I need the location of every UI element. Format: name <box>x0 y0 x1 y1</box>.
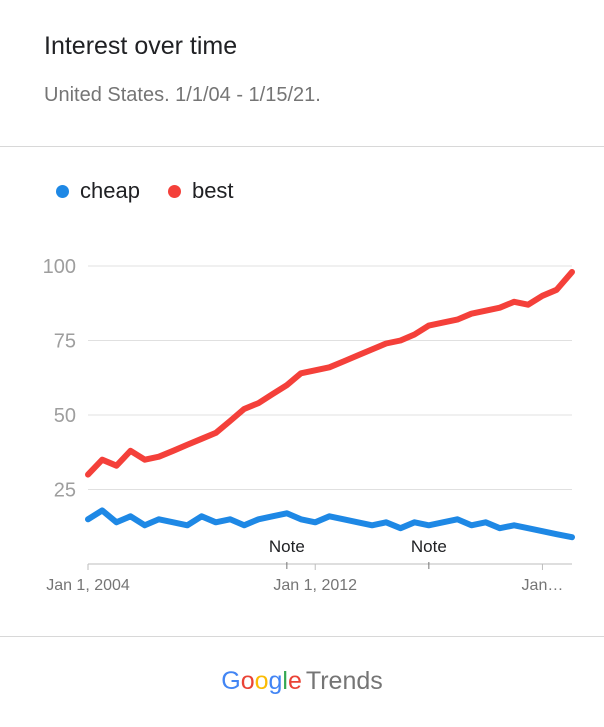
google-wordmark: Google <box>221 667 302 695</box>
point-cheap-3 <box>128 514 133 519</box>
point-cheap-18 <box>341 517 346 522</box>
point-best-3 <box>128 448 133 453</box>
point-cheap-0 <box>85 517 91 522</box>
legend-label-best: best <box>191 178 234 203</box>
point-best-29 <box>497 305 502 310</box>
google-trends-logo: Google Trends <box>0 667 604 696</box>
point-best-33 <box>554 287 559 293</box>
point-best-11 <box>241 406 247 412</box>
point-best-26 <box>455 317 460 322</box>
point-cheap-4 <box>142 523 148 528</box>
point-best-20 <box>369 347 375 352</box>
point-cheap-9 <box>213 520 218 525</box>
point-cheap-33 <box>554 532 559 537</box>
point-best-16 <box>313 368 318 373</box>
point-best-34 <box>569 269 575 275</box>
point-best-21 <box>383 341 389 346</box>
point-best-27 <box>469 311 474 316</box>
y-tick-label-100: 100 <box>43 256 76 278</box>
point-cheap-19 <box>355 520 360 525</box>
point-cheap-10 <box>227 517 233 522</box>
point-cheap-20 <box>369 523 375 528</box>
y-tick-label-25: 25 <box>54 480 76 502</box>
point-best-17 <box>327 365 332 370</box>
point-best-23 <box>412 332 417 337</box>
point-cheap-21 <box>383 520 389 525</box>
x-tick-label-2: Jan… <box>522 577 564 594</box>
point-best-30 <box>511 299 517 304</box>
legend-item-cheap[interactable]: cheap <box>56 178 140 204</box>
point-best-4 <box>142 457 148 462</box>
trends-wordmark: Trends <box>305 667 383 695</box>
point-cheap-15 <box>298 517 304 522</box>
point-cheap-5 <box>156 517 162 522</box>
point-cheap-2 <box>114 520 119 525</box>
point-cheap-11 <box>241 523 247 528</box>
legend-dot-cheap <box>56 184 69 198</box>
annotation-label-0: Note <box>269 537 305 556</box>
line-chart: 25 50 75 100 Jan 1, 2004 Jan 1, 2012 Jan… Note N… <box>43 256 575 594</box>
point-best-15 <box>298 371 304 376</box>
point-best-14 <box>284 383 290 388</box>
point-cheap-34 <box>569 534 575 540</box>
y-tick-label-50: 50 <box>54 405 76 427</box>
point-best-22 <box>398 338 403 343</box>
point-cheap-12 <box>256 517 261 522</box>
point-cheap-22 <box>398 526 403 531</box>
point-cheap-17 <box>327 514 332 519</box>
point-cheap-16 <box>313 520 318 525</box>
point-cheap-32 <box>540 529 545 534</box>
point-cheap-8 <box>199 514 204 519</box>
point-cheap-24 <box>426 523 432 528</box>
point-best-18 <box>341 359 346 364</box>
point-best-24 <box>426 323 432 328</box>
point-best-9 <box>213 430 218 436</box>
point-best-31 <box>525 302 531 307</box>
point-cheap-30 <box>511 523 517 528</box>
legend: cheap best <box>56 176 262 206</box>
point-best-12 <box>256 400 261 406</box>
point-cheap-1 <box>99 508 105 513</box>
point-cheap-26 <box>455 517 460 522</box>
point-best-5 <box>156 454 162 459</box>
point-best-6 <box>171 448 176 453</box>
point-cheap-14 <box>284 511 290 516</box>
point-best-7 <box>185 442 190 447</box>
point-best-25 <box>440 320 446 325</box>
x-tick-label-1: Jan 1, 2012 <box>273 577 357 594</box>
card-footer: Google Trends <box>0 636 604 727</box>
annotation-label-1: Note <box>411 537 447 556</box>
chart-title: Interest over time <box>44 32 238 60</box>
point-best-1 <box>99 457 105 462</box>
point-best-2 <box>114 463 119 468</box>
x-tick-label-0: Jan 1, 2004 <box>46 577 130 594</box>
point-cheap-23 <box>412 520 417 525</box>
point-cheap-27 <box>469 523 474 528</box>
point-best-13 <box>270 391 275 397</box>
legend-item-best[interactable]: best <box>167 178 234 204</box>
point-cheap-28 <box>483 520 488 525</box>
point-best-8 <box>199 436 204 442</box>
legend-dot-best <box>167 184 181 198</box>
point-cheap-25 <box>440 520 446 525</box>
card-header: Interest over time United States. 1/1/04… <box>0 0 604 147</box>
point-cheap-31 <box>525 526 531 531</box>
series-line-best <box>85 269 575 478</box>
legend-label-cheap: cheap <box>80 178 140 203</box>
point-best-28 <box>483 308 488 313</box>
point-cheap-6 <box>171 520 176 525</box>
point-best-19 <box>355 353 360 358</box>
chart-subtitle: United States. 1/1/04 - 1/15/21. <box>44 84 321 106</box>
y-tick-label-75: 75 <box>54 331 76 353</box>
point-cheap-29 <box>497 526 502 531</box>
point-best-10 <box>227 418 233 424</box>
point-cheap-13 <box>270 514 275 519</box>
point-cheap-7 <box>185 523 190 528</box>
point-best-0 <box>85 472 91 477</box>
point-best-32 <box>540 293 545 298</box>
